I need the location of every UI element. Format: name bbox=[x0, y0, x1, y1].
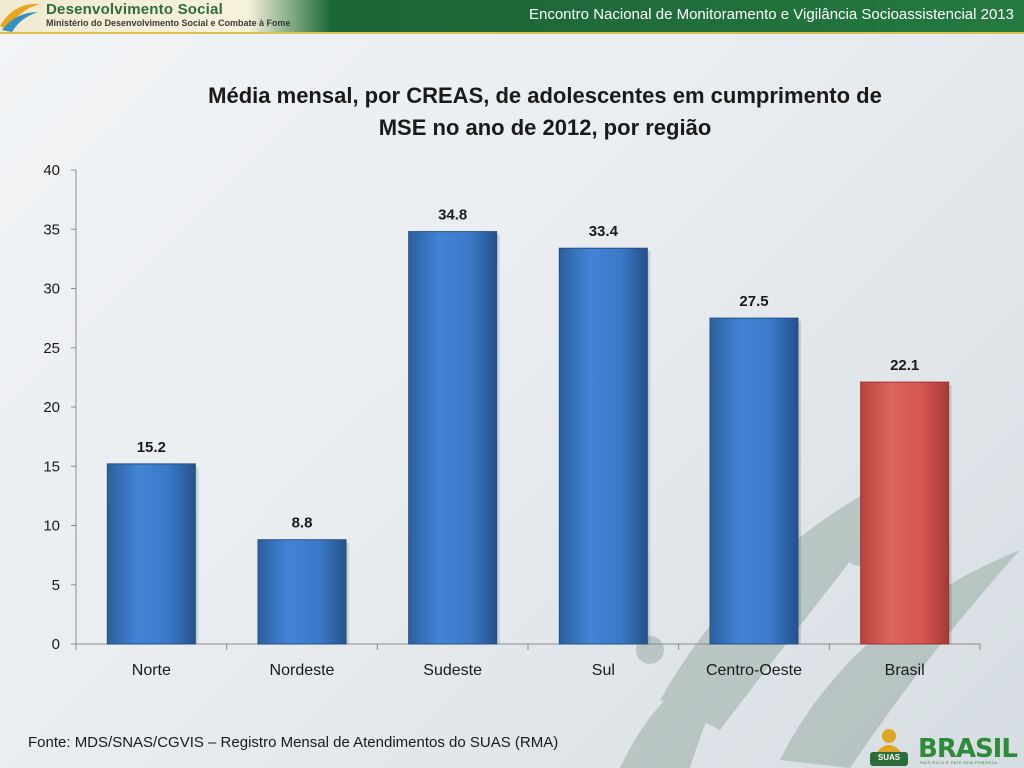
bar-nordeste bbox=[257, 539, 347, 645]
bar-sudeste bbox=[408, 231, 498, 645]
y-tick-label: 5 bbox=[52, 577, 60, 594]
ministry-logo: Desenvolvimento Social Ministério do Des… bbox=[0, 0, 330, 32]
y-tick-label: 30 bbox=[43, 281, 60, 298]
source-note: Fonte: MDS/SNAS/CGVIS – Registro Mensal … bbox=[28, 734, 559, 751]
brasil-tagline: PAÍS RICO É PAÍS SEM POBREZA bbox=[920, 760, 998, 765]
data-label: 15.2 bbox=[137, 439, 166, 456]
suas-logo-text: SUAS bbox=[877, 753, 901, 762]
x-tick-label: Sudeste bbox=[423, 662, 482, 679]
bar-norte bbox=[106, 463, 196, 645]
y-tick-label: 35 bbox=[43, 221, 60, 238]
x-tick-label: Norte bbox=[132, 662, 171, 679]
brasil-logo: BRASIL bbox=[918, 734, 1018, 764]
x-tick-label: Nordeste bbox=[270, 662, 335, 679]
data-label: 8.8 bbox=[292, 515, 313, 532]
data-label: 33.4 bbox=[589, 223, 619, 240]
y-tick-label: 20 bbox=[43, 399, 60, 416]
y-tick-label: 25 bbox=[43, 340, 60, 357]
y-tick-label: 40 bbox=[43, 162, 60, 179]
ministry-swoosh-icon bbox=[0, 3, 40, 32]
brand-title: Desenvolvimento Social bbox=[46, 1, 223, 18]
y-tick-label: 15 bbox=[43, 458, 60, 475]
event-title: Encontro Nacional de Monitoramento e Vig… bbox=[528, 6, 1014, 23]
y-tick-label: 10 bbox=[43, 518, 60, 535]
suas-logo-icon bbox=[870, 729, 908, 766]
chart-title: Média mensal, por CREAS, de adolescentes… bbox=[120, 80, 970, 144]
y-tick-label: 0 bbox=[52, 636, 60, 653]
bar-brasil bbox=[860, 381, 950, 645]
bar-centro-oeste bbox=[709, 317, 799, 645]
data-label: 27.5 bbox=[739, 293, 768, 310]
chart-title-line-2: MSE no ano de 2012, por região bbox=[378, 115, 712, 140]
data-label: 22.1 bbox=[890, 357, 919, 374]
brand-subtitle: Ministério do Desenvolvimento Social e C… bbox=[46, 18, 291, 28]
chart-title-line-1: Média mensal, por CREAS, de adolescentes… bbox=[208, 83, 882, 108]
bar-sul bbox=[558, 247, 648, 645]
header-bar: Desenvolvimento Social Ministério do Des… bbox=[0, 0, 1024, 34]
x-tick-label: Brasil bbox=[885, 662, 925, 679]
data-label: 34.8 bbox=[438, 207, 467, 224]
x-tick-label: Sul bbox=[592, 662, 615, 679]
x-tick-label: Centro-Oeste bbox=[706, 662, 802, 679]
